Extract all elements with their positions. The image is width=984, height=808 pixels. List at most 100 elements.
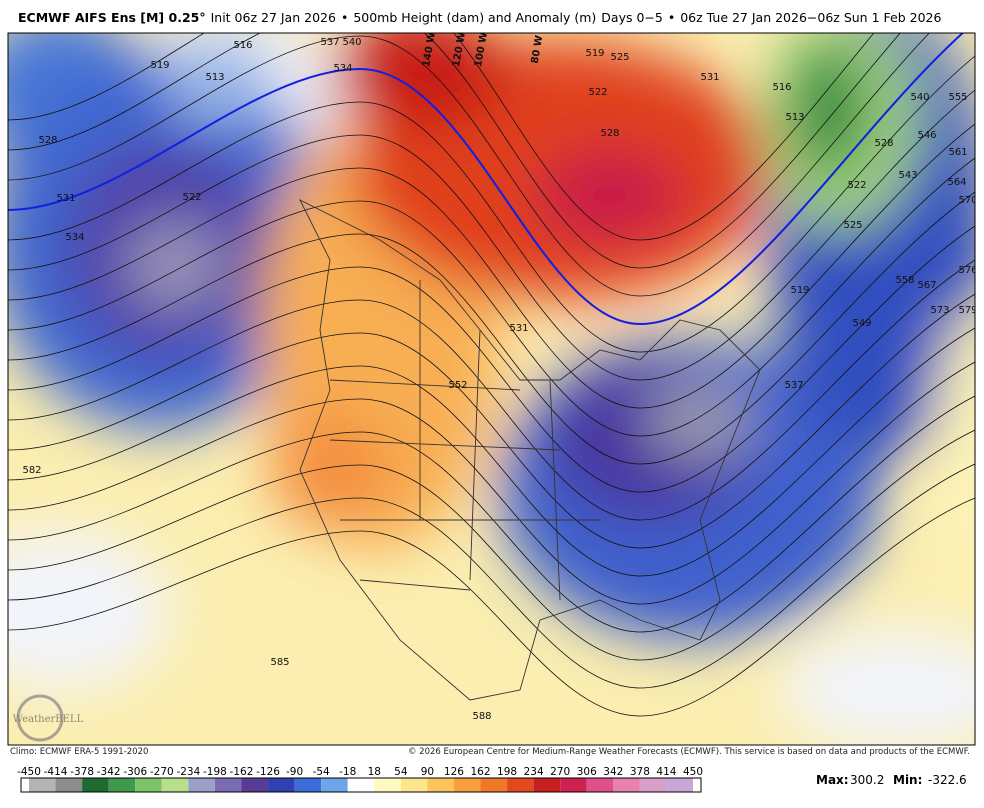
contour <box>8 259 975 521</box>
contour <box>8 327 975 577</box>
min-value: -322.6 <box>928 773 967 787</box>
contour-label: 531 <box>56 193 75 204</box>
colorbar-swatch <box>55 778 83 792</box>
colorbar-swatch <box>321 778 348 792</box>
colorbar-tick-label: -414 <box>44 766 68 778</box>
contour-label: 573 <box>930 305 949 316</box>
contour-label: 546 <box>917 130 936 141</box>
colorbar-swatch <box>507 778 534 792</box>
colorbar-swatch <box>241 778 269 792</box>
contour-label: 582 <box>22 465 41 476</box>
colorbar-swatch <box>586 778 614 792</box>
contour <box>8 33 901 269</box>
contour-label: 534 <box>333 63 352 74</box>
contour-label: 561 <box>948 147 967 158</box>
colorbar-frame <box>20 777 702 793</box>
contour-label: 522 <box>847 180 866 191</box>
contour <box>8 191 975 465</box>
contour-label: 567 <box>917 280 936 291</box>
colorbar-tick-label: -162 <box>230 766 254 778</box>
colorbar-swatch <box>135 778 162 792</box>
colorbar-swatch <box>374 778 401 792</box>
contour <box>8 123 975 409</box>
contour-label: 543 <box>898 170 917 181</box>
colorbar-swatch <box>347 778 375 792</box>
colorbar-tick-label: -450 <box>17 766 41 778</box>
contour-label: 519 <box>150 60 169 71</box>
contour-label: 555 <box>948 92 967 103</box>
colorbar-tick-label: 162 <box>470 766 490 778</box>
sep: • <box>340 10 349 25</box>
longitude-label: 80 W <box>530 35 546 65</box>
product: 500mb Height (dam) and Anomaly (m) <box>353 10 597 25</box>
contour-label: 519 <box>585 48 604 59</box>
colorbar-tick-label: -198 <box>203 766 227 778</box>
colorbar-swatch <box>268 778 295 792</box>
contour-label: 576 <box>958 265 977 276</box>
min-label: Min: <box>893 773 922 787</box>
colorbar-swatch <box>560 778 587 792</box>
contour <box>8 225 975 493</box>
contour-label: 534 <box>65 232 84 243</box>
contour-label: 540 <box>910 92 929 103</box>
colorbar-tick-label: -18 <box>339 766 356 778</box>
contour-label: 528 <box>874 138 893 149</box>
contour <box>8 463 975 689</box>
contour-label: 519 <box>790 285 809 296</box>
contour <box>8 33 875 241</box>
colorbar-swatch <box>29 778 56 792</box>
contour-label: 516 <box>233 40 252 51</box>
contour-label: 564 <box>947 177 966 188</box>
colorbar-swatch <box>613 778 640 792</box>
colorbar-swatch <box>108 778 136 792</box>
colorbar-tick-label: 270 <box>550 766 570 778</box>
contour <box>8 157 975 437</box>
copyright: © 2026 European Centre for Medium-Range … <box>408 747 970 757</box>
init: Init 06z 27 Jan 2026 <box>210 10 336 25</box>
contour-540 <box>8 33 965 326</box>
colorbar-tick-label: 306 <box>577 766 597 778</box>
colorbar-swatch <box>453 778 481 792</box>
contour-label: 528 <box>600 128 619 139</box>
contour <box>8 55 975 353</box>
contour-label: 570 <box>958 195 977 206</box>
colorbar-tick-label: -90 <box>286 766 303 778</box>
contour-label: 525 <box>610 52 629 63</box>
colorbar-tick-label: 126 <box>444 766 464 778</box>
contour-label: 513 <box>205 72 224 83</box>
colorbar-swatch <box>82 778 109 792</box>
max-value: 300.2 <box>850 773 884 787</box>
contour <box>8 361 975 605</box>
colorbar-tick-label: -270 <box>150 766 174 778</box>
colorbar-tick-label: 90 <box>421 766 434 778</box>
days: Days 0−5 <box>601 10 663 25</box>
contour-label: 537 <box>320 37 339 48</box>
max-label: Max: <box>816 773 849 787</box>
contour-label: 531 <box>509 323 528 334</box>
contour-label: 513 <box>785 112 804 123</box>
contour-label: 549 <box>852 318 871 329</box>
colorbar-tick-label: -378 <box>70 766 94 778</box>
logo: WeatherBELL <box>13 694 84 742</box>
colorbar-swatch <box>188 778 215 792</box>
contour-label: 525 <box>843 220 862 231</box>
colorbar-tick-label: 198 <box>497 766 517 778</box>
colorbar-tick-label: -54 <box>313 766 330 778</box>
colorbar-tick-label: -126 <box>256 766 280 778</box>
colorbar-swatch <box>294 778 322 792</box>
valid: 06z Tue 27 Jan 2026−06z Sun 1 Feb 2026 <box>680 10 942 25</box>
contour <box>8 293 975 549</box>
colorbar-swatch <box>480 778 508 792</box>
contour <box>8 395 975 633</box>
contour-label: 558 <box>895 275 914 286</box>
colorbar-tick-label: -342 <box>97 766 121 778</box>
contour-label: 537 <box>784 380 803 391</box>
colorbar-tick-label: 54 <box>394 766 408 778</box>
colorbar-swatch <box>639 778 667 792</box>
colorbar-tick-label: 414 <box>656 766 676 778</box>
map-frame <box>7 32 976 746</box>
contour <box>8 429 975 661</box>
climo: Climo: ECMWF ERA-5 1991-2020 <box>10 747 148 757</box>
